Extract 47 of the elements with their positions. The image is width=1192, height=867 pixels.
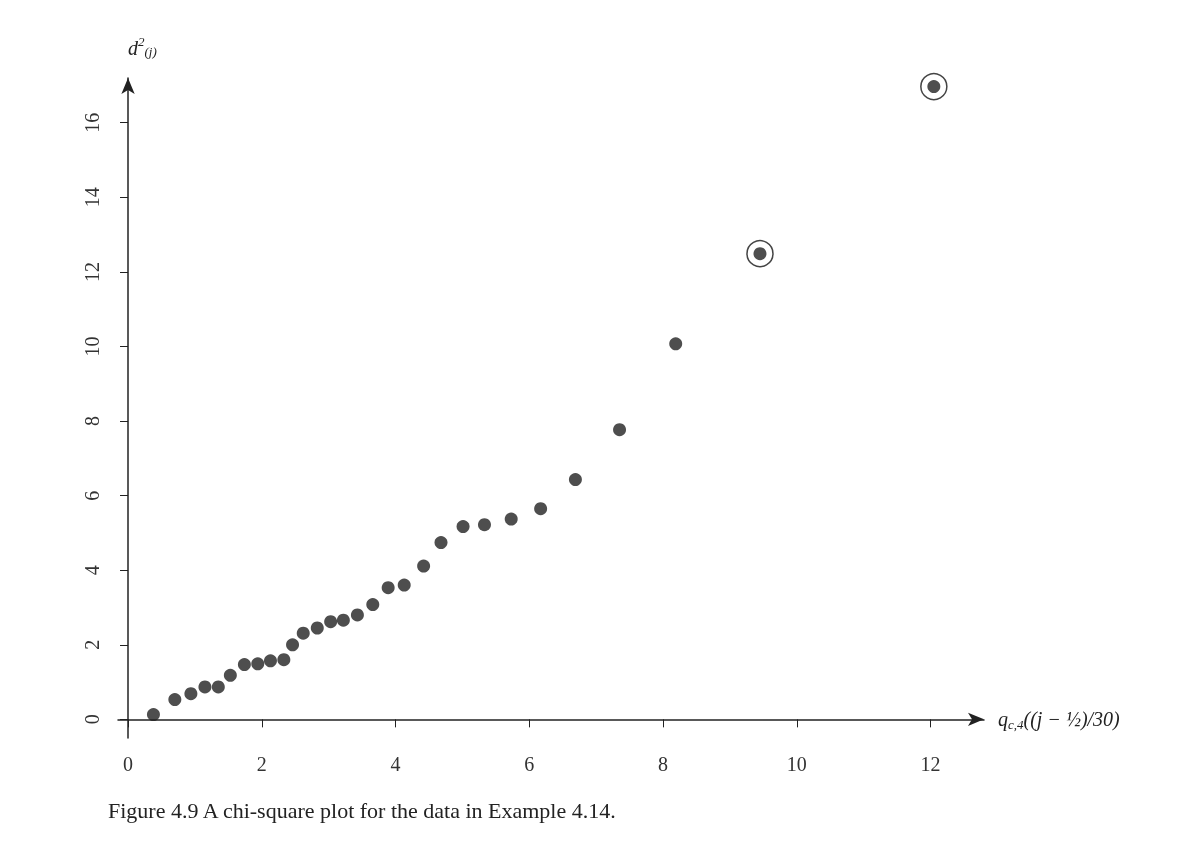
x-tick-label: 8 [658,753,669,775]
point [613,423,627,437]
y-tick-label: 16 [81,112,103,133]
point [336,613,350,627]
point [669,337,683,351]
x-tick-label: 12 [920,753,941,775]
x-tick-label: 6 [524,753,535,775]
point [146,708,160,721]
y-tick-label: 2 [81,639,103,650]
x-tick-label: 0 [123,753,134,775]
point [310,621,324,635]
y-tick-label: 0 [81,714,103,725]
point [237,658,251,672]
point [198,680,212,694]
x-tick-label: 4 [390,753,401,775]
x-tick-label: 10 [786,753,807,775]
y-tick-label: 14 [81,187,103,208]
point [350,608,364,622]
point [277,653,291,667]
point [568,473,582,487]
point [286,638,300,652]
point [211,680,225,694]
point [434,536,448,550]
point [168,693,182,707]
point [263,654,277,668]
point [366,598,380,611]
y-tick-label: 10 [81,336,103,357]
y-tick-label: 4 [81,565,103,576]
point [417,559,431,573]
caption: Figure 4.9 A chi-square plot for the data in Example 4.14. [108,798,617,824]
point [477,518,491,532]
point [534,502,548,516]
point [324,615,338,629]
point [456,520,470,534]
point [251,657,265,671]
y-tick-label: 8 [81,416,103,427]
point [223,668,237,682]
point [746,239,774,268]
point [296,626,310,640]
point [184,687,198,701]
point [504,512,518,526]
point [381,581,395,595]
y-tick-label: 12 [81,261,103,282]
point [397,578,411,592]
y-tick-label: 6 [81,490,103,501]
point [920,72,948,101]
x-tick-label: 2 [256,753,267,775]
